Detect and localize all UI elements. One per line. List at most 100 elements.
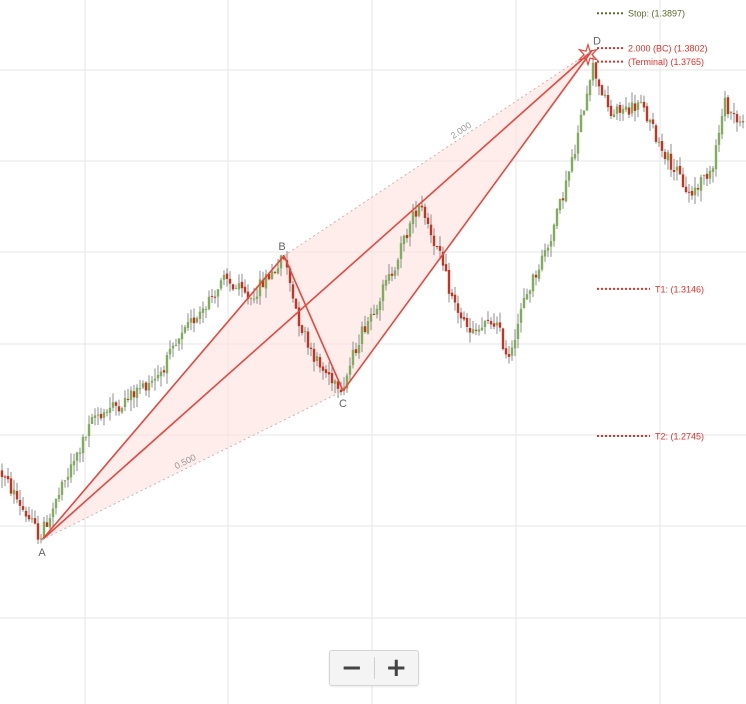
candle-down (669, 153, 673, 170)
candle-down (423, 206, 427, 218)
candle-up (585, 93, 589, 111)
level-label-terminal: (Terminal) (1.3765) (628, 57, 704, 67)
candle-up (567, 171, 571, 181)
candle-up (522, 297, 526, 309)
candle-up (78, 452, 82, 454)
candle-up (123, 398, 127, 408)
candle-up (714, 145, 718, 170)
candle-down (486, 319, 490, 321)
candle-down (687, 191, 691, 193)
candle-up (216, 289, 220, 297)
candle-up (249, 297, 253, 299)
candle-down (609, 105, 613, 117)
candle-up (57, 494, 61, 499)
candle-up (276, 268, 280, 274)
candle-down (324, 369, 328, 374)
candle-down (705, 173, 709, 179)
level-label-bc: 2.000 (BC) (1.3802) (628, 44, 708, 54)
candle-down (690, 190, 694, 196)
candle-down (246, 291, 250, 300)
candle-down (741, 121, 745, 123)
candle-down (696, 187, 700, 190)
candle-up (402, 235, 406, 245)
candle-down (429, 224, 433, 236)
point-label-a: A (38, 547, 46, 559)
candle-down (456, 303, 460, 313)
candle-up (624, 106, 628, 110)
candle-up (183, 327, 187, 333)
candle-down (3, 476, 7, 478)
candle-up (195, 318, 199, 323)
candle-down (243, 286, 247, 293)
leg-cd (342, 50, 593, 392)
candle-up (483, 321, 487, 328)
candle-down (447, 269, 451, 294)
candle-down (318, 357, 322, 368)
candle-up (303, 330, 307, 332)
candle-down (309, 347, 313, 349)
candle-up (612, 114, 616, 118)
candle-down (162, 370, 166, 373)
candle-down (504, 348, 508, 355)
candle-up (351, 349, 355, 366)
candle-down (681, 174, 685, 187)
candle-up (369, 314, 373, 322)
candle-down (354, 349, 358, 354)
ratio-line-bd (283, 50, 593, 257)
candle-up (201, 308, 205, 313)
candle-down (597, 79, 601, 87)
point-label-c: C (339, 398, 347, 410)
candle-up (543, 250, 547, 257)
candle-up (717, 132, 721, 145)
candle-down (618, 105, 622, 113)
candle-up (711, 168, 715, 172)
candle-up (579, 114, 583, 133)
candle-up (12, 489, 16, 495)
candle-up (255, 296, 259, 299)
candle-down (414, 210, 418, 217)
candle-down (372, 313, 376, 315)
leg-ab (41, 255, 285, 541)
candle-up (204, 309, 208, 311)
candle-up (510, 347, 514, 356)
candle-up (108, 407, 112, 413)
candle-up (630, 102, 634, 114)
candle-up (576, 132, 580, 154)
candle-up (150, 380, 154, 383)
candle-up (396, 259, 400, 270)
candle-down (192, 317, 196, 324)
candle-down (465, 317, 469, 327)
candle-down (726, 97, 730, 115)
zoom-out-button[interactable]: − (340, 653, 363, 683)
candle-down (294, 298, 298, 309)
candle-up (96, 414, 100, 416)
candle-down (267, 273, 271, 280)
candle-up (51, 508, 55, 518)
candle-up (546, 247, 550, 251)
candle-up (615, 106, 619, 114)
candle-down (213, 296, 217, 298)
candle-down (672, 169, 676, 172)
price-levels: Stop: (1.3897) 2.000 (BC) (1.3802) (Termin… (597, 9, 708, 442)
candle-up (159, 371, 163, 377)
candle-up (357, 344, 361, 354)
candle-down (27, 515, 31, 520)
candle-down (297, 307, 301, 327)
leg-ad (41, 50, 593, 541)
candle-up (54, 498, 58, 509)
candle-down (339, 389, 343, 393)
candle-up (693, 187, 697, 196)
candle-up (72, 461, 76, 466)
candle-up (639, 102, 643, 104)
candle-down (441, 251, 445, 266)
candle-down (453, 294, 457, 303)
candle-down (225, 273, 229, 279)
candle-up (411, 211, 415, 224)
candle-up (345, 375, 349, 389)
pattern-point-labels: A B C D (38, 36, 601, 559)
zoom-in-button[interactable]: + (385, 653, 408, 683)
candle-up (417, 204, 421, 216)
candle-up (603, 94, 607, 96)
candle-down (468, 328, 472, 333)
candle-down (507, 353, 511, 357)
